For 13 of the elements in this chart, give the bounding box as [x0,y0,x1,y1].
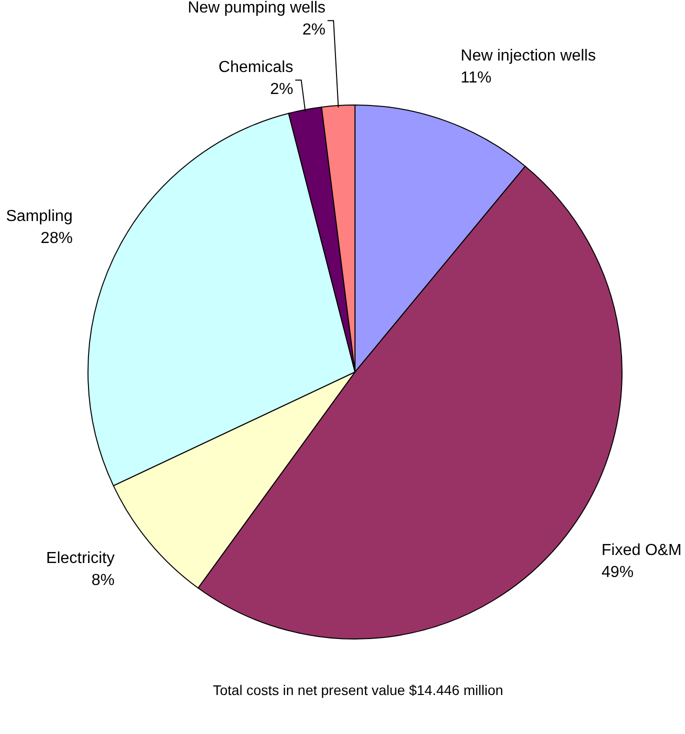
data-label: 8% [91,572,115,589]
slice-label: Sampling [6,208,73,226]
data-label: 28% [40,230,73,248]
text: Total costs in net present value $14.446 million [212,682,504,698]
data-label: 2% [270,81,294,98]
slice-label: Fixed O&M [602,542,682,560]
data-label: 2% [302,22,326,39]
data-label: 49% [602,564,634,582]
slice-label: Chemicals [218,59,294,76]
data-label: 11% [460,69,492,86]
slice-label: New injection wells [460,47,596,64]
slice-label: New pumping wells [188,0,326,17]
slice-label: Electricity [46,550,115,567]
